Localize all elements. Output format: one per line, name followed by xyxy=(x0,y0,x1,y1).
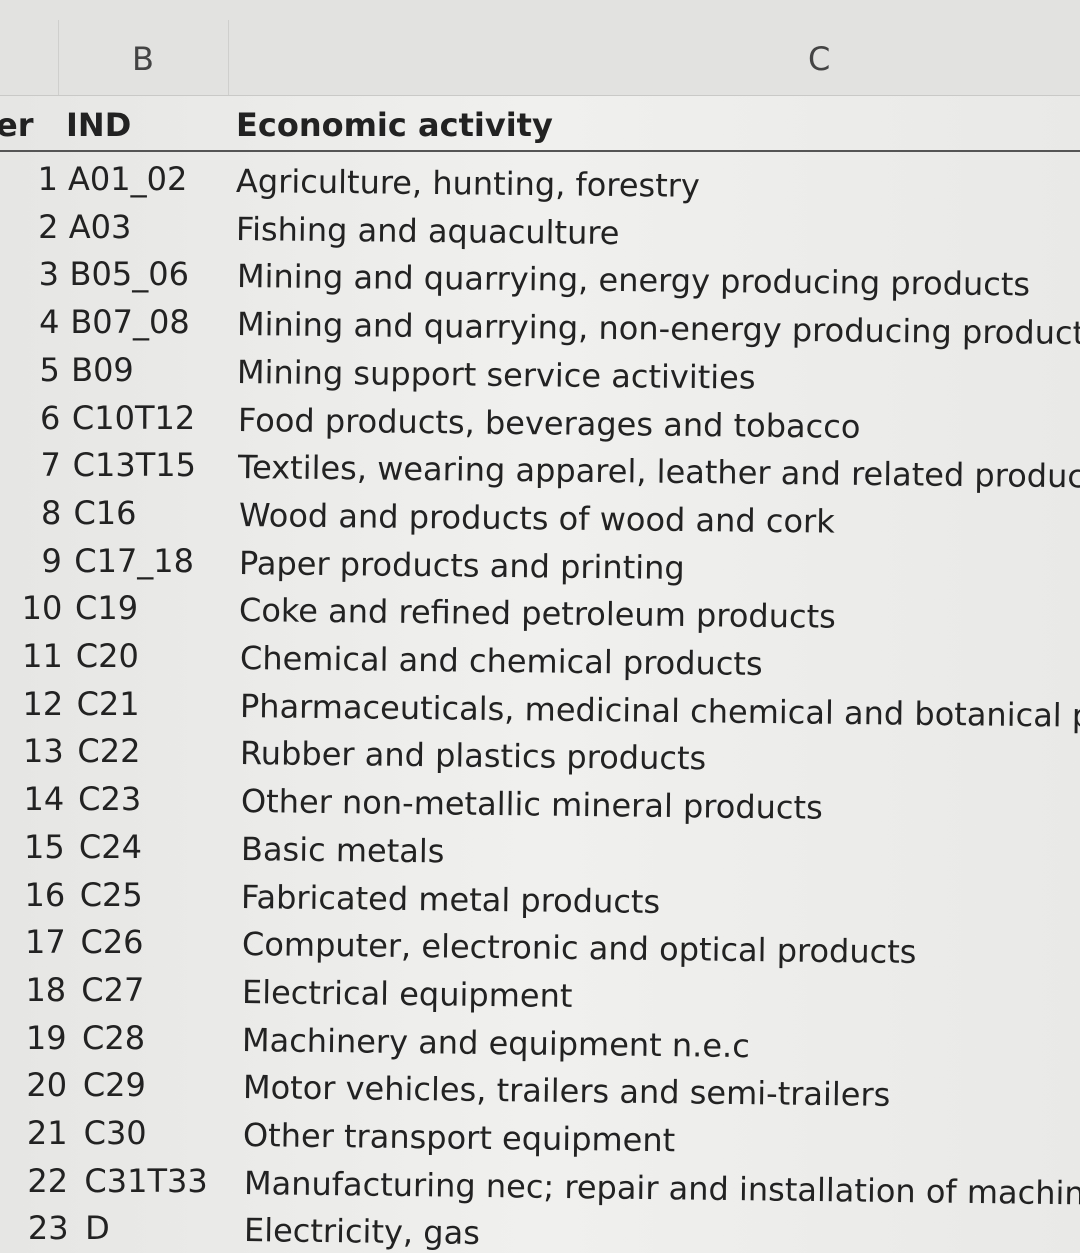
activity-cell[interactable]: Textiles, wearing apparel, leather and r… xyxy=(237,448,1080,496)
code-cell[interactable]: C26 xyxy=(80,923,144,962)
code-cell[interactable]: B07_08 xyxy=(70,303,190,342)
activity-cell[interactable]: Other non-metallic mineral products xyxy=(240,782,823,827)
row-number[interactable]: 23 xyxy=(27,1209,69,1248)
activity-cell[interactable]: Fishing and aquaculture xyxy=(236,209,621,252)
code-cell[interactable]: C25 xyxy=(79,875,143,914)
row-number[interactable]: 18 xyxy=(25,970,67,1009)
code-cell[interactable]: C30 xyxy=(83,1114,147,1152)
row-number[interactable]: 16 xyxy=(24,875,66,914)
code-cell[interactable]: C28 xyxy=(82,1018,146,1057)
activity-cell[interactable]: Agriculture, hunting, forestry xyxy=(235,162,701,205)
activity-cell[interactable]: Rubber and plastics products xyxy=(240,734,707,778)
activity-cell[interactable]: Manufacturing nec; repair and installati… xyxy=(243,1163,1080,1214)
row-number[interactable]: 4 xyxy=(39,303,60,342)
code-cell[interactable]: A01_02 xyxy=(68,160,188,198)
activity-cell[interactable]: Basic metals xyxy=(240,829,445,871)
activity-cell[interactable]: Motor vehicles, trailers and semi-traile… xyxy=(242,1068,891,1115)
code-cell[interactable]: C22 xyxy=(77,732,141,771)
row-number[interactable]: 10 xyxy=(21,589,63,628)
code-cell[interactable]: C10T12 xyxy=(71,398,196,437)
row-number[interactable]: 2 xyxy=(38,207,59,246)
code-cell[interactable]: C20 xyxy=(75,637,139,675)
header-cell[interactable]: er xyxy=(0,106,34,144)
activity-cell[interactable]: Food products, beverages and tobacco xyxy=(237,400,861,446)
code-cell[interactable]: C24 xyxy=(78,827,142,866)
code-cell[interactable]: C27 xyxy=(81,970,145,1009)
activity-cell[interactable]: Chemical and chemical products xyxy=(239,639,763,683)
column-header[interactable]: C xyxy=(808,40,831,78)
row-number[interactable]: 8 xyxy=(41,493,62,532)
code-cell[interactable]: C31T33 xyxy=(84,1161,208,1200)
row-number[interactable]: 21 xyxy=(26,1114,68,1152)
code-cell[interactable]: C29 xyxy=(82,1066,146,1105)
row-number[interactable]: 20 xyxy=(26,1066,68,1105)
row-number[interactable]: 5 xyxy=(39,350,60,389)
row-number[interactable]: 11 xyxy=(22,637,63,675)
activity-cell[interactable]: Mining and quarrying, non-energy produci… xyxy=(236,305,1080,353)
code-cell[interactable]: C16 xyxy=(73,493,137,532)
code-cell[interactable]: C23 xyxy=(78,780,142,819)
table: er IND Economic activity 1 A01_02 Agriculture… xyxy=(0,95,1080,1252)
code-cell[interactable]: C21 xyxy=(76,684,140,723)
column-separator xyxy=(58,20,59,95)
header-cell[interactable]: Economic activity xyxy=(236,106,553,144)
activity-cell[interactable]: Other transport equipment xyxy=(242,1116,676,1160)
code-cell[interactable]: C19 xyxy=(75,589,139,628)
code-cell[interactable]: B09 xyxy=(71,350,134,389)
code-cell[interactable]: B05_06 xyxy=(69,255,189,294)
row-number[interactable]: 9 xyxy=(41,541,62,580)
code-cell[interactable]: C13T15 xyxy=(72,446,196,485)
row-number[interactable]: 13 xyxy=(23,732,64,771)
column-header-bar: B C xyxy=(0,0,1080,96)
activity-cell[interactable]: Machinery and equipment n.e.c xyxy=(242,1020,751,1065)
activity-cell[interactable]: Electrical equipment xyxy=(241,972,573,1015)
code-cell[interactable]: D xyxy=(85,1209,110,1248)
header-border xyxy=(0,150,1080,152)
activity-cell[interactable]: Electricity, gas xyxy=(243,1211,481,1253)
column-header[interactable]: B xyxy=(132,40,154,78)
activity-cell[interactable]: Wood and products of wood and cork xyxy=(238,495,835,541)
activity-cell[interactable]: Coke and refined petroleum products xyxy=(239,591,837,637)
code-cell[interactable]: C17_18 xyxy=(74,541,195,580)
row-number[interactable]: 6 xyxy=(40,398,61,437)
header-cell[interactable]: IND xyxy=(66,106,132,144)
code-cell[interactable]: A03 xyxy=(68,207,132,246)
activity-cell[interactable]: Fabricated metal products xyxy=(241,877,661,921)
activity-cell[interactable]: Mining and quarrying, energy producing p… xyxy=(236,257,1031,304)
row-number[interactable]: 1 xyxy=(37,160,58,198)
row-number[interactable]: 12 xyxy=(22,684,64,723)
activity-cell[interactable]: Mining support service activities xyxy=(237,352,757,397)
row-number[interactable]: 3 xyxy=(38,255,59,294)
row-number[interactable]: 22 xyxy=(27,1161,69,1200)
row-number[interactable]: 15 xyxy=(24,827,65,866)
row-number[interactable]: 17 xyxy=(24,923,66,962)
column-separator xyxy=(228,20,229,95)
row-number[interactable]: 7 xyxy=(40,446,61,485)
row-number[interactable]: 14 xyxy=(23,780,65,819)
row-number[interactable]: 19 xyxy=(25,1018,67,1057)
activity-cell[interactable]: Computer, electronic and optical product… xyxy=(241,925,917,972)
activity-cell[interactable]: Pharmaceuticals, medicinal chemical and … xyxy=(239,686,1080,735)
activity-cell[interactable]: Paper products and printing xyxy=(238,543,685,587)
